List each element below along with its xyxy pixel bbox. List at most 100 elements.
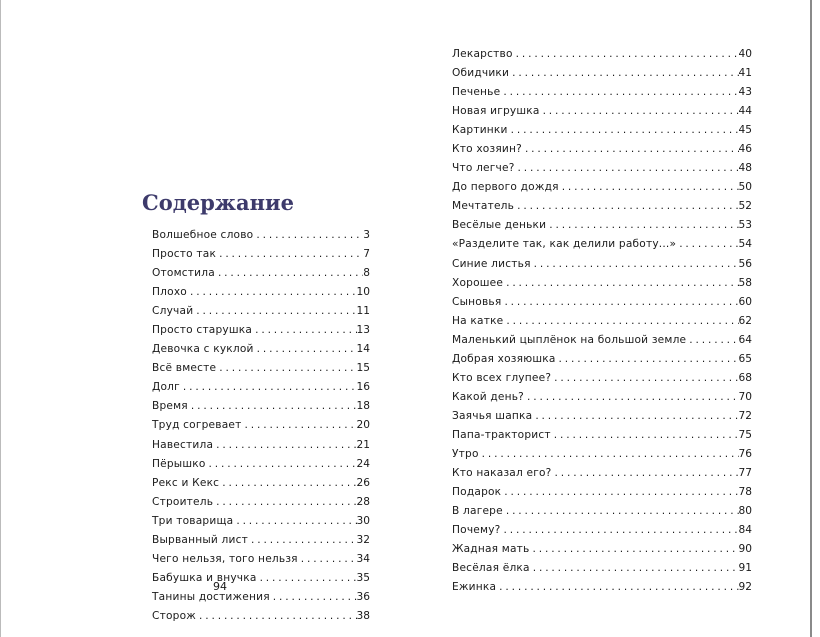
toc-entry-title: Навестила [152,438,214,451]
dot-leader [242,419,357,431]
toc-entry[interactable]: Девочка с куклой 14 [152,343,370,362]
toc-entry[interactable]: Плохо 10 [152,286,370,305]
toc-entry[interactable]: Три товарища 30 [152,515,370,534]
dot-leader [552,467,739,479]
page-edge-right [810,0,812,637]
toc-entry[interactable]: Труд согревает 20 [152,419,370,438]
toc-entry[interactable]: Почему? 84 [452,524,752,543]
toc-entry-page: 48 [738,162,752,175]
toc-entry[interactable]: Какой день? 70 [452,391,752,410]
toc-entry[interactable]: Кто хозяин? 46 [452,143,752,162]
toc-entry[interactable]: Маленький цыплёнок на большой земле 64 [452,334,752,353]
dot-leader [254,343,357,355]
toc-entry-title: Вырванный лист [152,533,249,546]
toc-entry-page: 10 [356,286,370,299]
dot-leader [556,353,739,365]
toc-entry[interactable]: Хорошее 58 [452,277,752,296]
dot-leader [540,105,739,117]
toc-entry[interactable]: Картинки 45 [452,124,752,143]
dot-leader [551,372,738,384]
toc-entry-page: 90 [738,543,752,556]
toc-entry[interactable]: Всё вместе 15 [152,362,370,381]
toc-entry-page: 32 [356,533,370,546]
toc-entry[interactable]: Вырванный лист 32 [152,534,370,553]
toc-entry[interactable]: Синие листья 56 [452,258,752,277]
toc-entry-page: 26 [356,476,370,489]
toc-entry[interactable]: Бабушка и внучка 35 [152,572,370,591]
toc-entry[interactable]: Пёрышко 24 [152,458,370,477]
dot-leader [503,505,739,517]
toc-entry[interactable]: Обидчики 41 [452,67,752,86]
toc-entry[interactable]: Новая игрушка 44 [452,105,752,124]
toc-entry-title: Добрая хозяюшка [452,352,556,365]
toc-entry[interactable]: До первого дождя 50 [452,181,752,200]
toc-entry[interactable]: Папа-тракторист 75 [452,429,752,448]
dot-leader [206,458,357,470]
toc-entry[interactable]: Ежинка 92 [452,581,752,600]
toc-entry-page: 50 [738,181,752,194]
toc-entry-page: 77 [738,467,752,480]
toc-entry-title: Пёрышко [152,457,206,470]
toc-entry[interactable]: Время 18 [152,400,370,419]
toc-entry[interactable]: Весёлая ёлка 91 [452,562,752,581]
toc-entry[interactable]: Что легче? 48 [452,162,752,181]
toc-entry[interactable]: Лекарство 40 [452,48,752,67]
toc-entry[interactable]: Навестила 21 [152,439,370,458]
toc-entry[interactable]: Жадная мать 90 [452,543,752,562]
toc-entry[interactable]: Мечтатель 52 [452,200,752,219]
toc-entry[interactable]: Просто старушка 13 [152,324,370,343]
toc-entry[interactable]: Сторож 38 [152,610,370,629]
toc-entry[interactable]: Подарок 78 [452,486,752,505]
toc-entry-title: Весёлые деньки [452,219,547,232]
toc-entry[interactable]: Строитель 28 [152,496,370,515]
dot-leader [676,238,738,250]
toc-entry-page: 20 [356,419,370,432]
toc-entry-title: Девочка с куклой [152,343,254,356]
toc-entry[interactable]: Рекс и Кекс 26 [152,477,370,496]
toc-entry-title: Сторож [152,609,196,622]
toc-entry-page: 91 [738,562,752,575]
toc-entry-page: 43 [738,86,752,99]
toc-entry[interactable]: Весёлые деньки 53 [452,219,752,238]
toc-entry[interactable]: Печенье 43 [452,86,752,105]
toc-entry-page: 84 [738,524,752,537]
toc-entry-title: Картинки [452,124,508,137]
toc-entry[interactable]: Случай 11 [152,305,370,324]
toc-entry[interactable]: Сыновья 60 [452,296,752,315]
toc-entry[interactable]: Добрая хозяюшка 65 [452,353,752,372]
toc-entry[interactable]: Долг 16 [152,381,370,400]
dot-leader [513,48,739,60]
toc-entry-page: 30 [356,514,370,527]
dot-leader [216,248,363,260]
toc-entry[interactable]: В лагере 80 [452,505,752,524]
toc-entry[interactable]: Кто наказал его? 77 [452,467,752,486]
toc-entry-title: Обидчики [452,67,510,80]
toc-entry[interactable]: Чего нельзя, того нельзя 34 [152,553,370,572]
toc-entry[interactable]: Утро 76 [452,448,752,467]
toc-entry-title: Случай [152,305,194,318]
dot-leader [514,200,738,212]
toc-entry-page: 16 [356,381,370,394]
dot-leader [193,305,356,317]
toc-entry[interactable]: Просто так 7 [152,248,370,267]
dot-leader [559,181,739,193]
toc-entry[interactable]: Заячья шапка 72 [452,410,752,429]
toc-entry-title: Хорошее [452,276,504,289]
toc-entry[interactable]: «Разделите так, как делили работу...» 54 [452,238,752,257]
dot-leader [501,296,738,308]
toc-entry-page: 28 [356,495,370,508]
toc-entry[interactable]: Танины достижения 36 [152,591,370,610]
toc-entry[interactable]: Кто всех глупее? 68 [452,372,752,391]
toc-entry-title: Чего нельзя, того нельзя [152,552,298,565]
toc-entry[interactable]: На катке 62 [452,315,752,334]
toc-entry[interactable]: Волшебное слово 3 [152,229,370,248]
toc-entry-title: Бабушка и внучка [152,571,257,584]
toc-entry-page: 3 [363,229,370,241]
dot-leader [501,524,739,536]
toc-entry[interactable]: Отомстила 8 [152,267,370,286]
dot-leader [187,286,357,298]
toc-entry-title: Что легче? [452,162,515,175]
toc-entry-page: 80 [738,505,752,518]
toc-entry-title: Отомстила [152,267,215,280]
toc-entry-title: Новая игрушка [452,105,540,118]
